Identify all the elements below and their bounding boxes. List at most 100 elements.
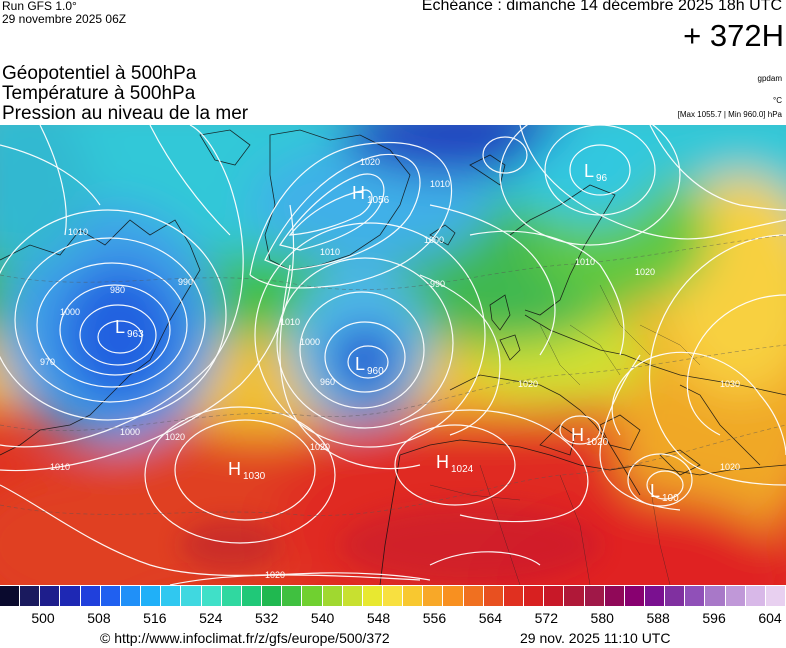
scale-swatch (181, 586, 202, 606)
scale-swatch (524, 586, 545, 606)
scale-tick-label: 604 (758, 610, 782, 626)
svg-text:H: H (228, 459, 241, 479)
isobar-label: 970 (40, 357, 55, 367)
scale-swatch (423, 586, 444, 606)
scale-swatch (624, 586, 645, 606)
high-center-iberia: H 1024 (436, 452, 474, 475)
scale-swatch (725, 586, 746, 606)
scale-swatch (80, 586, 101, 606)
high-center-atlantic: H 1030 (228, 459, 266, 482)
scale-tick-label: 580 (590, 610, 614, 626)
scale-tick-label: 572 (534, 610, 558, 626)
scale-swatch (544, 586, 565, 606)
isobar-label: 1020 (635, 267, 655, 277)
unit-geopotential: gpdam (757, 74, 782, 83)
isobar-label: 1010 (575, 257, 595, 267)
scale-tick-label: 500 (31, 610, 55, 626)
svg-text:L: L (115, 317, 125, 337)
scale-tick-label: 596 (702, 610, 726, 626)
isobar-label: 960 (320, 377, 335, 387)
scale-swatch (463, 586, 484, 606)
scale-tick-label: 524 (199, 610, 223, 626)
scale-swatch (645, 586, 666, 606)
isobar-label: 990 (430, 279, 445, 289)
scale-swatch (302, 586, 323, 606)
isobar-label: 1020 (360, 157, 380, 167)
svg-text:960: 960 (367, 366, 384, 377)
isobar-label: 1010 (68, 227, 88, 237)
scale-swatch (765, 586, 786, 606)
scale-swatch (20, 586, 41, 606)
svg-text:1024: 1024 (451, 464, 474, 475)
scale-swatch (241, 586, 263, 606)
isobar-label: 1000 (60, 307, 80, 317)
svg-text:H: H (352, 183, 365, 203)
isobar-label: 990 (178, 277, 193, 287)
scale-swatch (362, 586, 383, 606)
svg-text:1056: 1056 (367, 195, 390, 206)
svg-text:L: L (584, 161, 594, 181)
isobar-label: 1010 (280, 317, 300, 327)
scale-swatch (161, 586, 182, 606)
forecast-lead-time: + 372H (683, 18, 784, 53)
scale-swatch (322, 586, 343, 606)
scale-tick-label: 540 (310, 610, 335, 626)
isobar-label: 1030 (720, 379, 740, 389)
isobar-label: 1000 (424, 235, 444, 245)
isobar-label: 1000 (300, 337, 320, 347)
scale-swatch (120, 586, 142, 606)
scale-swatch (685, 586, 706, 606)
svg-text:L: L (355, 354, 365, 374)
scale-tick-label: 588 (646, 610, 670, 626)
low-center-southeast: L 100 (650, 481, 679, 504)
pressure-range: [Max 1055.7 | Min 960.0] hPa (677, 110, 782, 119)
scale-swatch (342, 586, 363, 606)
scale-swatch (282, 586, 303, 606)
isobar-label: 1020 (165, 432, 185, 442)
scale-swatch (0, 586, 21, 606)
scale-swatch (262, 586, 283, 606)
isobar-label: 1010 (430, 179, 450, 189)
scale-tick-label: 532 (255, 610, 279, 626)
svg-text:1030: 1030 (243, 471, 266, 482)
svg-text:963: 963 (127, 329, 144, 340)
scale-swatch (705, 586, 726, 606)
isobar-label: 1010 (50, 462, 70, 472)
scale-ticks: 500 508 516 524 532 540 548 556 564 572 580 588 596 6… (0, 610, 786, 628)
parameter-temperature: Température à 500hPa (2, 83, 196, 104)
scale-swatch (60, 586, 81, 606)
weather-map: 1020 1010 1010 1000 1010 1000 980 990 97… (0, 125, 786, 585)
parameter-geopotential: Géopotentiel à 500hPa (2, 63, 197, 84)
svg-text:H: H (571, 425, 584, 445)
isobar-label: 1020 (518, 379, 538, 389)
scale-swatch (100, 586, 121, 606)
valid-time: Echéance : dimanche 14 décembre 2025 18h… (421, 0, 782, 14)
run-date: 29 novembre 2025 06Z (2, 12, 127, 26)
svg-text:L: L (650, 481, 660, 501)
svg-text:100: 100 (662, 493, 679, 504)
isobar-label: 1020 (720, 462, 740, 472)
high-center-greenland: H 1056 (352, 183, 390, 206)
scale-swatch (382, 586, 404, 606)
scale-swatch (40, 586, 61, 606)
color-scale (0, 586, 786, 606)
parameter-pressure: Pression au niveau de la mer (2, 103, 249, 124)
scale-tick-label: 508 (87, 610, 111, 626)
isobar-label: 1010 (320, 247, 340, 257)
scale-swatch (604, 586, 625, 606)
model-run-label: Run GFS 1.0° (2, 0, 77, 13)
scale-swatch (201, 586, 222, 606)
low-center-west: L 963 (115, 317, 144, 340)
isobar-label: 1020 (265, 570, 285, 580)
scale-swatch (584, 586, 605, 606)
isobar-label: 1020 (310, 442, 330, 452)
isobar-label: 980 (110, 285, 125, 295)
scale-swatch (221, 586, 242, 606)
source-credit: © http://www.infoclimat.fr/z/gfs/europe/… (100, 630, 390, 646)
scale-swatch (443, 586, 464, 606)
isobar-label: 1000 (120, 427, 140, 437)
generation-time: 29 nov. 2025 11:10 UTC (520, 630, 671, 646)
scale-swatch (665, 586, 686, 606)
svg-text:1020: 1020 (586, 437, 609, 448)
